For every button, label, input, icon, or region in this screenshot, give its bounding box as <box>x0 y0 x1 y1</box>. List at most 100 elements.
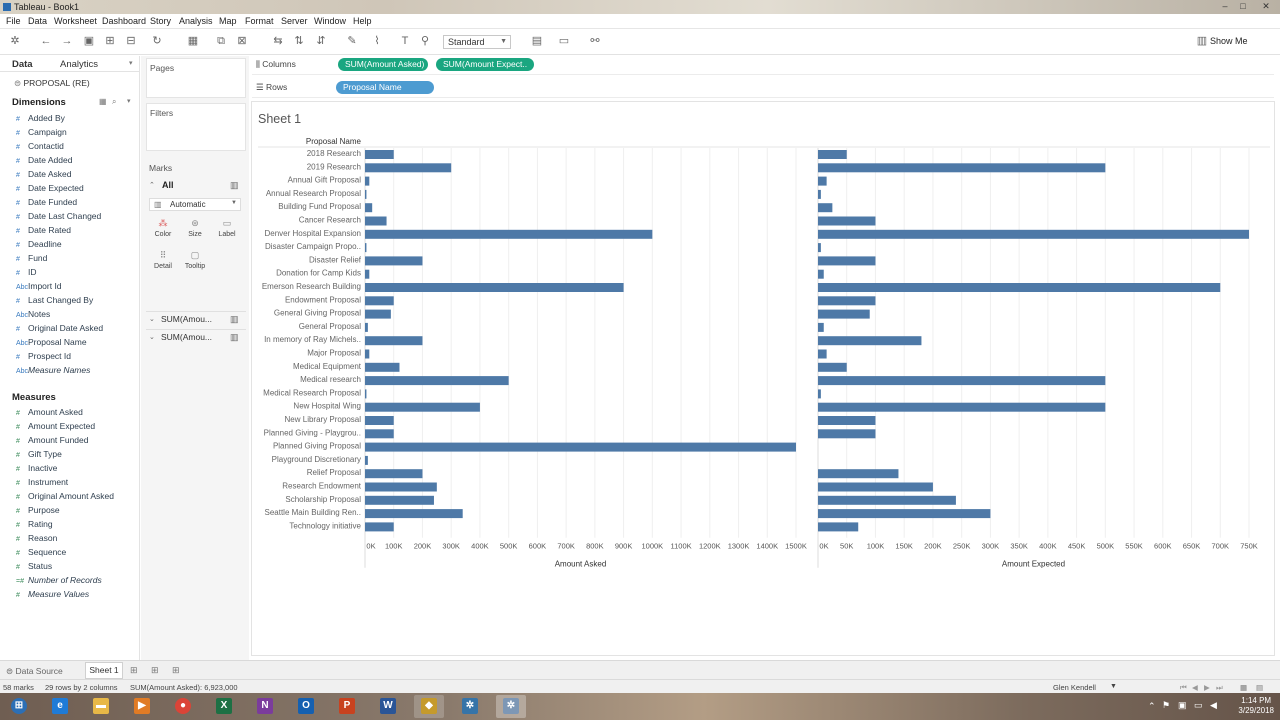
measure-field[interactable]: # Amount Expected <box>16 421 95 431</box>
view-toggle-icon[interactable]: ▦ <box>99 97 107 106</box>
pages-shelf[interactable]: Pages <box>146 58 246 98</box>
sheet-tab[interactable]: Sheet 1 <box>85 662 123 679</box>
marks-all-label[interactable]: All <box>162 180 174 190</box>
label-button[interactable]: ▭ Label <box>213 215 241 243</box>
dimension-field[interactable]: # Date Added <box>16 155 72 165</box>
tab-analytics[interactable]: Analytics <box>60 59 99 70</box>
menu-window[interactable]: Window <box>314 16 347 26</box>
new-worksheet-icon[interactable]: ⊞ <box>130 665 138 675</box>
marks-card-sum1[interactable]: ⌄ SUM(Amou... ▥ <box>146 311 246 325</box>
maximize-button[interactable]: □ <box>1240 1 1246 11</box>
menu-analysis[interactable]: Analysis <box>179 16 213 26</box>
datasource-item[interactable]: ⊜ PROPOSAL (RE) <box>14 78 90 89</box>
column-pill-amount-asked[interactable]: SUM(Amount Asked) <box>338 58 428 71</box>
taskbar-media[interactable]: ▶ <box>127 695 157 718</box>
measure-field[interactable]: # Inactive <box>16 463 57 473</box>
tray-display-icon[interactable]: ▭ <box>1194 700 1203 710</box>
rows-shelf[interactable]: ☰ Rows Proposal Name <box>252 78 1274 98</box>
menu-server[interactable]: Server <box>281 16 308 26</box>
sheet-nav-last-icon[interactable]: ⏭ <box>1216 683 1223 692</box>
grid-view-icon[interactable]: ▦ <box>1240 683 1248 692</box>
dimension-field[interactable]: # Date Asked <box>16 169 71 179</box>
tray-chevron-icon[interactable]: ⌃ <box>1148 701 1156 711</box>
start-button[interactable]: ⊞ <box>4 695 34 718</box>
filters-shelf[interactable]: Filters <box>146 103 246 151</box>
measure-field[interactable]: # Amount Funded <box>16 435 88 445</box>
taskbar-excel[interactable]: X <box>209 695 239 718</box>
measure-field[interactable]: # Amount Asked <box>16 407 83 417</box>
pane-menu-icon[interactable]: ▾ <box>129 60 133 67</box>
fit-dropdown[interactable]: Standard ▼ <box>443 35 511 49</box>
menu-story[interactable]: Story <box>150 16 172 26</box>
measure-field[interactable]: # Gift Type <box>16 449 62 459</box>
dimension-field[interactable]: # Prospect Id <box>16 351 71 361</box>
columns-shelf[interactable]: ⫼ Columns SUM(Amount Asked) SUM(Amount E… <box>252 55 1274 75</box>
taskbar-explorer[interactable]: ▬ <box>86 695 116 718</box>
tab-data[interactable]: Data <box>12 59 33 70</box>
data-source-tab[interactable]: ⊜ Data Source <box>6 666 63 676</box>
minimize-button[interactable]: – <box>1222 1 1228 11</box>
redo-icon[interactable]: → <box>61 35 73 47</box>
taskbar-app-gold[interactable]: ◆ <box>414 695 444 718</box>
menu-data[interactable]: Data <box>28 16 48 26</box>
dimension-field[interactable]: AbcNotes <box>16 309 50 319</box>
new-dashboard-icon[interactable]: ⊞ <box>151 665 159 675</box>
dimension-field[interactable]: # Original Date Asked <box>16 323 103 333</box>
dimension-field[interactable]: # Campaign <box>16 127 67 137</box>
show-me-button[interactable]: Show Me <box>1210 36 1248 46</box>
taskbar-onenote[interactable]: N <box>250 695 280 718</box>
bar-chart[interactable]: Proposal Name 2018 Research 2019 Research A… <box>252 135 1274 605</box>
dimension-field[interactable]: # Deadline <box>16 239 62 249</box>
dimensions-menu-icon[interactable]: ▾ <box>127 98 131 105</box>
sort-ascending-icon[interactable]: ⇅ <box>294 35 304 47</box>
measure-field[interactable]: # Purpose <box>16 505 60 515</box>
dimension-field[interactable]: # Fund <box>16 253 47 263</box>
dimension-field[interactable]: # ID <box>16 267 37 277</box>
cards-icon[interactable]: ▤ <box>531 35 543 47</box>
column-pill-amount-expected[interactable]: SUM(Amount Expect.. <box>436 58 534 71</box>
clear-sheet-icon[interactable]: ⊠ <box>237 35 247 47</box>
measure-field[interactable]: =# Number of Records <box>16 575 102 585</box>
dimension-field[interactable]: # Date Rated <box>16 225 71 235</box>
taskbar-chrome[interactable]: ● <box>168 695 198 718</box>
dimension-field[interactable]: # Added By <box>16 113 65 123</box>
taskbar-tableau-active[interactable]: ✲ <box>496 695 526 718</box>
size-button[interactable]: ⊛ Size <box>181 215 209 243</box>
taskbar-tableau[interactable]: ✲ <box>455 695 485 718</box>
presentation-mode-icon[interactable]: ▭ <box>558 35 570 47</box>
tooltip-button[interactable]: ▢ Tooltip <box>181 247 209 275</box>
new-worksheet-icon[interactable]: ▦ <box>187 35 199 47</box>
dimension-field[interactable]: # Date Expected <box>16 183 84 193</box>
dimension-field[interactable]: AbcProposal Name <box>16 337 87 347</box>
tableau-logo-icon[interactable]: ✲ <box>10 35 20 47</box>
highlight-icon[interactable]: ✎ <box>347 35 357 47</box>
measure-field[interactable]: # Sequence <box>16 547 66 557</box>
dimension-field[interactable]: AbcImport Id <box>16 281 62 291</box>
fix-axes-icon[interactable]: ⚲ <box>420 35 430 47</box>
system-clock[interactable]: 1:14 PM 3/29/2018 <box>1238 696 1274 716</box>
pause-updates-icon[interactable]: ⊟ <box>126 35 136 47</box>
menu-map[interactable]: Map <box>219 16 237 26</box>
measure-field[interactable]: # Instrument <box>16 477 68 487</box>
row-pill-proposal-name[interactable]: Proposal Name <box>336 81 434 94</box>
refresh-icon[interactable]: ↻ <box>152 35 162 47</box>
color-button[interactable]: ⁂ Color <box>149 215 177 243</box>
menu-file[interactable]: File <box>6 16 21 26</box>
taskbar-word[interactable]: W <box>373 695 403 718</box>
collapse-icon[interactable]: ⌃ <box>149 182 155 189</box>
measure-field[interactable]: # Original Amount Asked <box>16 491 114 501</box>
new-story-icon[interactable]: ⊞ <box>172 665 180 675</box>
status-user[interactable]: Glen Kendell <box>1053 683 1096 692</box>
taskbar-ie[interactable]: e <box>45 695 75 718</box>
mark-type-dropdown[interactable]: ▥ Automatic ▼ <box>149 198 241 211</box>
menu-worksheet[interactable]: Worksheet <box>54 16 97 26</box>
swap-icon[interactable]: ⇆ <box>273 35 283 47</box>
dimension-field[interactable]: AbcMeasure Names <box>16 365 90 375</box>
menu-format[interactable]: Format <box>245 16 274 26</box>
duplicate-icon[interactable]: ⧉ <box>217 35 225 47</box>
search-icon[interactable]: ⌕ <box>112 97 117 106</box>
measure-field[interactable]: # Rating <box>16 519 53 529</box>
sheet-nav-prev-icon[interactable]: ◀ <box>1192 683 1198 692</box>
menu-help[interactable]: Help <box>353 16 372 26</box>
dimension-field[interactable]: # Last Changed By <box>16 295 93 305</box>
